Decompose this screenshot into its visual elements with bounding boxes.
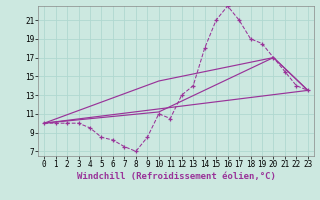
X-axis label: Windchill (Refroidissement éolien,°C): Windchill (Refroidissement éolien,°C) [76, 172, 276, 181]
